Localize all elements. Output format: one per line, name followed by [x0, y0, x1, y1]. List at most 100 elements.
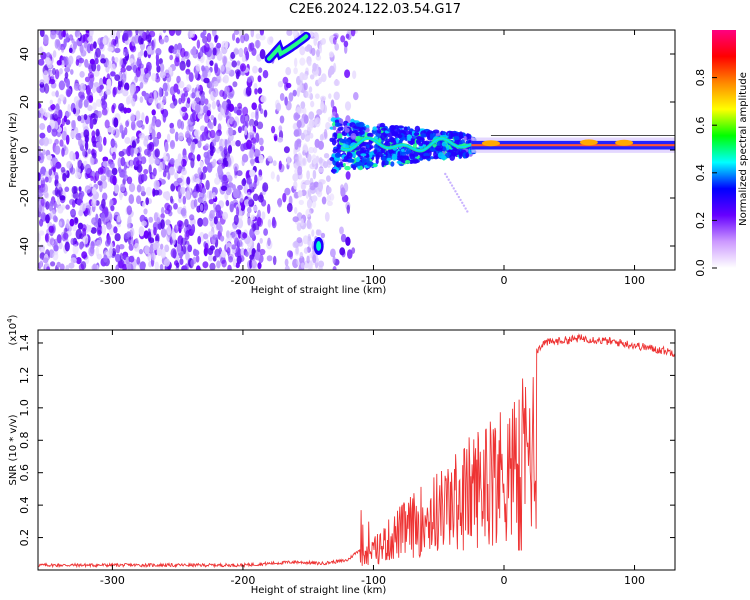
noise-speckle — [102, 160, 109, 168]
noise-speckle — [235, 37, 240, 44]
noise-speckle — [212, 192, 216, 199]
noise-speckle — [152, 221, 159, 231]
noise-speckle — [321, 73, 327, 83]
noise-speckle — [100, 58, 106, 64]
noise-speckle — [235, 262, 240, 269]
noise-speckle — [38, 187, 44, 194]
noise-speckle — [209, 219, 214, 227]
noise-speckle — [128, 194, 135, 205]
noise-speckle — [162, 82, 168, 92]
y-tick-label: 0.8 — [18, 432, 31, 450]
signal-blob — [409, 159, 414, 164]
noise-speckle — [155, 58, 160, 68]
noise-speckle — [136, 184, 142, 193]
noise-speckle — [49, 237, 55, 245]
noise-speckle — [326, 200, 333, 206]
noise-speckle — [75, 257, 82, 265]
noise-speckle — [83, 113, 88, 121]
noise-speckle — [333, 91, 340, 101]
noise-speckle — [174, 131, 179, 142]
noise-speckle — [111, 248, 116, 257]
noise-speckle — [152, 136, 160, 147]
noise-speckle — [38, 47, 44, 53]
noise-speckle — [223, 74, 229, 84]
signal-blob — [391, 153, 398, 161]
noise-speckle — [284, 96, 288, 106]
noise-speckle — [141, 174, 148, 182]
noise-speckle — [153, 189, 160, 196]
noise-speckle — [180, 47, 186, 58]
noise-speckle — [308, 187, 312, 198]
noise-speckle — [124, 137, 131, 144]
noise-speckle — [161, 206, 165, 215]
signal-blob — [335, 147, 343, 153]
noise-speckle — [202, 70, 208, 79]
trail-dot — [444, 172, 447, 176]
noise-speckle — [302, 235, 309, 245]
noise-speckle — [180, 186, 186, 195]
noise-speckle — [128, 255, 135, 263]
noise-speckle — [115, 264, 120, 270]
noise-speckle — [82, 235, 89, 245]
noise-speckle — [147, 149, 152, 158]
signal-blob — [355, 157, 360, 162]
noise-speckle — [39, 132, 46, 139]
noise-speckle — [208, 231, 214, 238]
noise-speckle — [300, 262, 305, 269]
noise-speckle — [296, 120, 302, 129]
noise-speckle — [345, 171, 351, 180]
noise-speckle — [332, 255, 336, 264]
noise-speckle — [113, 184, 120, 194]
noise-speckle — [194, 69, 199, 80]
noise-speckle — [97, 229, 102, 236]
noise-speckle — [63, 56, 69, 66]
noise-speckle — [137, 51, 142, 60]
noise-speckle — [339, 247, 346, 256]
noise-speckle — [201, 65, 205, 72]
noise-speckle — [192, 256, 197, 264]
noise-speckle — [267, 237, 271, 247]
noise-speckle — [106, 235, 112, 245]
noise-speckle — [205, 58, 211, 66]
noise-speckle — [75, 133, 82, 141]
noise-speckle — [294, 247, 300, 256]
noise-speckle — [55, 90, 59, 98]
signal-blob — [433, 151, 437, 158]
noise-speckle — [212, 234, 219, 241]
noise-speckle — [299, 154, 303, 165]
noise-speckle — [200, 172, 206, 180]
noise-speckle — [40, 197, 45, 207]
signal-blob — [440, 155, 447, 161]
noise-speckle — [113, 226, 118, 234]
noise-speckle — [126, 205, 132, 215]
noise-speckle — [272, 255, 277, 266]
noise-speckle — [204, 242, 209, 252]
signal-blob — [386, 157, 392, 162]
noise-speckle — [158, 87, 163, 98]
noise-speckle — [41, 52, 48, 59]
noise-speckle — [76, 30, 81, 37]
noise-speckle — [178, 80, 185, 89]
noise-speckle — [312, 146, 318, 154]
noise-speckle — [213, 117, 217, 127]
noise-speckle — [190, 48, 196, 56]
noise-speckle — [139, 261, 146, 270]
noise-speckle — [261, 211, 266, 220]
noise-speckle — [141, 124, 145, 130]
carrier-hotspot — [615, 139, 634, 146]
noise-speckle — [130, 120, 136, 131]
noise-speckle — [97, 110, 102, 119]
noise-speckle — [196, 39, 201, 49]
noise-speckle — [323, 128, 328, 139]
noise-speckle — [162, 95, 167, 105]
noise-speckle — [51, 157, 58, 164]
noise-speckle — [345, 33, 350, 39]
noise-speckle — [155, 119, 162, 128]
noise-speckle — [300, 101, 306, 109]
signal-blob — [404, 126, 408, 131]
noise-speckle — [332, 36, 337, 45]
noise-speckle — [61, 118, 65, 127]
noise-speckle — [253, 205, 258, 212]
noise-speckle — [323, 153, 330, 159]
